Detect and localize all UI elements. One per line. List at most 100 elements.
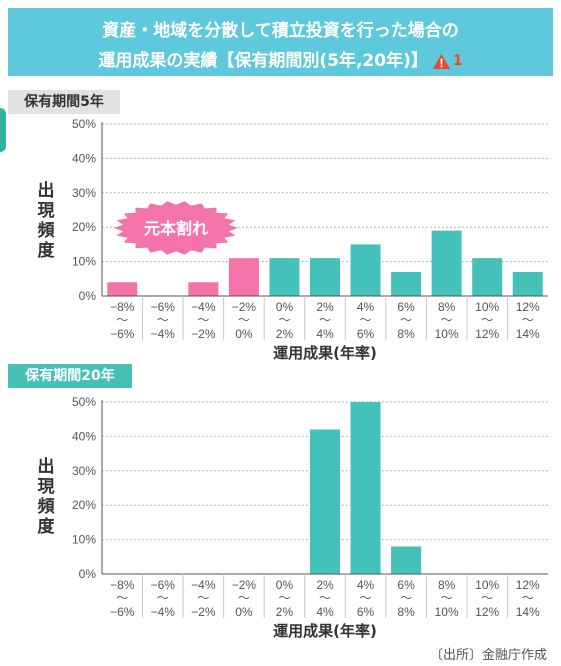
bar (310, 429, 340, 574)
panel-label-20-years: 保有期間20年 (8, 364, 132, 388)
chart-20-years: 0%10%20%30%40%50%−8%〜−6%−6%〜−4%−4%〜−2%−2… (72, 395, 548, 640)
y-tick-label: 10% (72, 533, 96, 547)
x-tick-tilde: 〜 (400, 313, 412, 327)
bar (228, 258, 259, 296)
y-tick-label: 40% (72, 151, 96, 165)
x-tick-label-top: 10% (475, 578, 499, 592)
x-tick-tilde: 〜 (481, 313, 493, 327)
x-tick-tilde: 〜 (481, 591, 493, 605)
warning-number: 1 (452, 53, 463, 69)
callout-label: 元本割れ (144, 219, 208, 238)
bar (310, 258, 340, 296)
x-tick-label-bottom: −2% (191, 327, 216, 341)
y-tick-label: 50% (72, 117, 96, 131)
x-tick-label-top: 0% (276, 300, 294, 314)
y-tick-label: 30% (72, 464, 96, 478)
x-tick-label-bottom: 2% (276, 605, 294, 619)
x-tick-label-bottom: 0% (235, 327, 253, 341)
warning-triangle-icon (432, 53, 450, 69)
y-tick-label: 10% (72, 255, 96, 269)
x-tick-label-bottom: −2% (191, 605, 216, 619)
x-axis-title: 運用成果(年率) (273, 344, 377, 362)
bar (472, 258, 503, 296)
x-tick-label-top: −4% (191, 300, 216, 314)
x-tick-label-top: 4% (357, 300, 375, 314)
x-tick-label-top: 12% (516, 300, 540, 314)
y-tick-label: 0% (79, 289, 97, 303)
x-tick-label-bottom: 10% (435, 327, 459, 341)
x-tick-label-bottom: 6% (357, 605, 375, 619)
x-tick-tilde: 〜 (522, 313, 534, 327)
bar (431, 230, 462, 296)
title-line-2: 運用成果の実績【保有期間別(5年,20年)】 1 (8, 46, 553, 71)
bar (512, 271, 543, 296)
x-tick-label-bottom: 0% (235, 605, 253, 619)
x-tick-label-bottom: 6% (357, 327, 375, 341)
x-tick-label-top: −6% (151, 300, 176, 314)
y-tick-label: 20% (72, 220, 96, 234)
bar (188, 282, 219, 296)
x-tick-tilde: 〜 (441, 313, 453, 327)
x-tick-label-bottom: 12% (475, 327, 499, 341)
y-tick-label: 0% (79, 567, 97, 581)
x-tick-label-top: −8% (110, 578, 135, 592)
bar (107, 282, 138, 296)
x-tick-label-bottom: 8% (397, 605, 415, 619)
x-tick-label-bottom: 10% (435, 605, 459, 619)
x-tick-tilde: 〜 (319, 591, 331, 605)
x-tick-label-bottom: 4% (316, 327, 334, 341)
x-tick-label-top: 8% (438, 578, 456, 592)
y-axis-title-20-years: 出現頻度 (37, 457, 55, 537)
x-tick-label-bottom: 14% (516, 327, 540, 341)
y-tick-label: 30% (72, 186, 96, 200)
y-tick-label: 20% (72, 498, 96, 512)
x-tick-label-top: −4% (191, 578, 216, 592)
x-tick-tilde: 〜 (197, 591, 209, 605)
bar (350, 244, 381, 296)
x-tick-label-bottom: 2% (276, 327, 294, 341)
y-tick-label: 40% (72, 429, 96, 443)
x-tick-label-bottom: −6% (110, 605, 135, 619)
x-tick-label-top: 12% (516, 578, 540, 592)
title-line-2-text: 運用成果の実績【保有期間別(5年,20年)】 (98, 51, 428, 71)
x-tick-tilde: 〜 (238, 313, 250, 327)
x-tick-label-top: 4% (357, 578, 375, 592)
x-tick-label-top: 2% (316, 578, 334, 592)
x-tick-tilde: 〜 (278, 591, 290, 605)
x-tick-label-top: −2% (232, 578, 257, 592)
x-tick-label-top: 2% (316, 300, 334, 314)
y-axis-title-5-years: 出現頻度 (37, 181, 55, 261)
panel-label-5-years: 保有期間5年 (8, 90, 120, 114)
source-note: 〔出所〕金融庁作成 (429, 648, 547, 663)
x-tick-tilde: 〜 (238, 591, 250, 605)
x-tick-label-top: 10% (475, 300, 499, 314)
bar (269, 258, 300, 296)
x-tick-label-top: 6% (397, 300, 415, 314)
x-tick-tilde: 〜 (400, 591, 412, 605)
x-tick-tilde: 〜 (157, 313, 169, 327)
x-tick-tilde: 〜 (522, 591, 534, 605)
x-tick-tilde: 〜 (157, 591, 169, 605)
x-tick-tilde: 〜 (319, 313, 331, 327)
loss-callout: 元本割れ (114, 201, 238, 255)
title-line-1: 資産・地域を分散して積立投資を行った場合の (102, 21, 459, 41)
x-tick-tilde: 〜 (116, 313, 128, 327)
x-tick-tilde: 〜 (278, 313, 290, 327)
bar (391, 546, 422, 574)
x-tick-label-top: −8% (110, 300, 135, 314)
x-tick-label-bottom: 12% (475, 605, 499, 619)
chart-5-years: 0%10%20%30%40%50%−8%〜−6%−6%〜−4%−4%〜−2%−2… (72, 117, 548, 362)
x-axis-title: 運用成果(年率) (273, 622, 377, 640)
callout-burst (114, 201, 238, 255)
x-tick-label-bottom: 4% (316, 605, 334, 619)
x-tick-label-bottom: −6% (110, 327, 135, 341)
x-tick-label-top: 6% (397, 578, 415, 592)
x-tick-label-bottom: 14% (516, 605, 540, 619)
x-tick-label-top: 8% (438, 300, 456, 314)
bar (391, 271, 422, 296)
x-tick-tilde: 〜 (360, 591, 372, 605)
bar (350, 402, 381, 574)
x-tick-label-bottom: 8% (397, 327, 415, 341)
x-tick-label-bottom: −4% (151, 605, 176, 619)
x-tick-tilde: 〜 (116, 591, 128, 605)
